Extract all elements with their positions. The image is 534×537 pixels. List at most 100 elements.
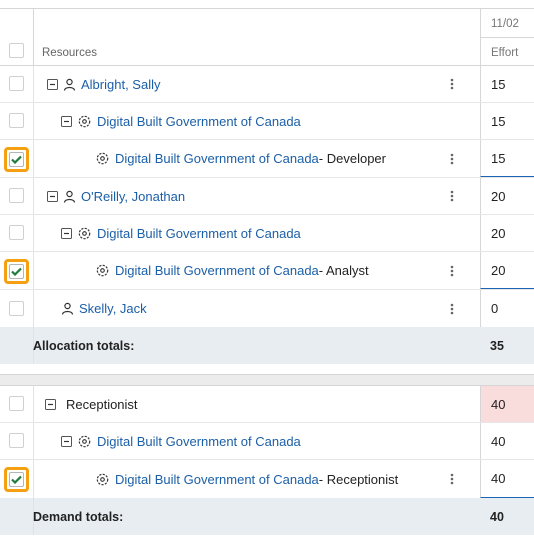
collapse-icon[interactable]: [61, 227, 72, 239]
row-name-cell: Receptionist: [45, 386, 138, 422]
project-name-link[interactable]: Digital Built Government of Canada: [115, 151, 319, 166]
row-name-cell: Digital Built Government of Canada - Dev…: [95, 140, 386, 177]
project-icon: [77, 226, 92, 241]
collapse-icon[interactable]: [61, 115, 72, 127]
row-checkbox-cell: [0, 460, 34, 498]
effort-cell[interactable]: 40: [480, 386, 534, 422]
effort-cell[interactable]: 20: [480, 178, 534, 214]
checkmark-icon: [9, 263, 24, 279]
allocation-row[interactable]: Skelly, Jack 0: [0, 290, 534, 327]
allocation-row[interactable]: Digital Built Government of Canada - Ana…: [0, 252, 534, 290]
more-options-icon[interactable]: [450, 473, 454, 485]
project-icon: [95, 263, 110, 278]
demand-row[interactable]: Digital Built Government of Canada - Rec…: [0, 460, 534, 498]
collapse-icon[interactable]: [47, 78, 58, 90]
date-column-header: 11/02 Effort: [480, 9, 534, 66]
demand-row[interactable]: Receptionist 40: [0, 386, 534, 423]
effort-cell[interactable]: 40: [480, 460, 534, 498]
row-checkbox-cell: [0, 66, 34, 102]
more-options-icon[interactable]: [450, 265, 454, 277]
collapse-icon[interactable]: [61, 435, 72, 447]
effort-cell[interactable]: 20: [480, 215, 534, 251]
row-name-cell: Digital Built Government of Canada - Ana…: [95, 252, 369, 289]
row-name-cell: Digital Built Government of Canada: [61, 215, 301, 251]
project-icon: [77, 114, 92, 129]
role-suffix: - Analyst: [318, 263, 369, 278]
resources-column-header[interactable]: Resources: [42, 47, 97, 59]
person-icon: [63, 78, 76, 91]
project-icon: [95, 151, 110, 166]
demand-section-header: [0, 374, 534, 386]
project-icon: [77, 434, 92, 449]
allocation-totals-label: Allocation totals:: [33, 338, 135, 353]
row-name-cell: Digital Built Government of Canada: [61, 103, 301, 139]
effort-label: Effort: [491, 47, 519, 59]
allocation-row[interactable]: Digital Built Government of Canada 15: [0, 103, 534, 140]
row-checkbox[interactable]: [9, 433, 24, 448]
checkmark-icon: [9, 472, 24, 487]
row-checkbox-checked[interactable]: [4, 258, 29, 284]
role-suffix: - Receptionist: [318, 471, 399, 487]
row-checkbox-cell: [0, 423, 34, 459]
row-checkbox[interactable]: [9, 76, 24, 91]
checkmark-icon: [9, 151, 24, 167]
row-checkbox-checked[interactable]: [4, 146, 29, 172]
more-options-icon[interactable]: [450, 78, 454, 90]
allocation-row[interactable]: Albright, Sally 15: [0, 66, 534, 103]
resource-name-link[interactable]: O'Reilly, Jonathan: [81, 188, 186, 204]
role-suffix: - Developer: [318, 151, 386, 166]
row-name-cell: O'Reilly, Jonathan: [47, 178, 185, 214]
row-name-cell: Albright, Sally: [47, 66, 160, 102]
demand-totals-label: Demand totals:: [33, 509, 124, 524]
project-name-link[interactable]: Digital Built Government of Canada: [97, 433, 301, 449]
row-checkbox[interactable]: [9, 225, 24, 240]
allocation-totals-value: 35: [490, 338, 504, 353]
project-name-link[interactable]: Digital Built Government of Canada: [97, 113, 301, 129]
effort-cell[interactable]: 20: [480, 252, 534, 289]
row-checkbox[interactable]: [9, 188, 24, 203]
row-checkbox-cell: [0, 215, 34, 251]
row-checkbox-checked[interactable]: [4, 467, 29, 492]
row-checkbox-cell: [0, 103, 34, 139]
collapse-icon[interactable]: [47, 190, 58, 202]
more-options-icon[interactable]: [450, 190, 454, 202]
effort-cell[interactable]: 15: [480, 103, 534, 139]
role-name: Receptionist: [66, 396, 138, 412]
person-icon: [63, 190, 76, 203]
row-checkbox-cell: [0, 386, 34, 422]
row-checkbox-cell: [0, 140, 34, 177]
row-checkbox[interactable]: [9, 300, 24, 316]
project-name-link[interactable]: Digital Built Government of Canada: [97, 225, 301, 241]
row-checkbox-cell: [0, 178, 34, 214]
date-label: 11/02: [491, 18, 519, 30]
row-name-cell: Digital Built Government of Canada: [61, 423, 301, 459]
more-options-icon[interactable]: [450, 303, 454, 315]
project-name-link[interactable]: Digital Built Government of Canada: [115, 471, 319, 487]
project-name-link[interactable]: Digital Built Government of Canada: [115, 263, 319, 278]
effort-cell[interactable]: 15: [480, 140, 534, 177]
select-all-checkbox[interactable]: [9, 43, 24, 58]
grid-header: Resources 11/02 Effort: [0, 8, 534, 66]
resource-name-link[interactable]: Albright, Sally: [81, 76, 161, 92]
effort-cell[interactable]: 40: [480, 423, 534, 459]
row-checkbox[interactable]: [9, 113, 24, 128]
resource-name-link[interactable]: Skelly, Jack: [79, 301, 147, 316]
row-checkbox[interactable]: [9, 396, 24, 411]
allocation-totals-row: Allocation totals: 35: [0, 327, 534, 364]
allocation-row[interactable]: Digital Built Government of Canada - Dev…: [0, 140, 534, 178]
allocation-row[interactable]: O'Reilly, Jonathan 20: [0, 178, 534, 215]
row-name-cell: Skelly, Jack: [61, 290, 147, 327]
row-name-cell: Digital Built Government of Canada - Rec…: [95, 460, 398, 498]
demand-row[interactable]: Digital Built Government of Canada 40: [0, 423, 534, 460]
effort-cell[interactable]: 0: [480, 290, 534, 327]
effort-cell[interactable]: 15: [480, 66, 534, 102]
demand-totals-value: 40: [490, 509, 504, 524]
demand-totals-row: Demand totals: 40: [0, 498, 534, 535]
more-options-icon[interactable]: [450, 153, 454, 165]
person-icon: [61, 302, 74, 315]
collapse-icon[interactable]: [45, 398, 56, 410]
section-divider: [0, 364, 534, 374]
row-checkbox-cell: [0, 290, 34, 327]
allocation-row[interactable]: Digital Built Government of Canada 20: [0, 215, 534, 252]
row-checkbox-cell: [0, 252, 34, 289]
